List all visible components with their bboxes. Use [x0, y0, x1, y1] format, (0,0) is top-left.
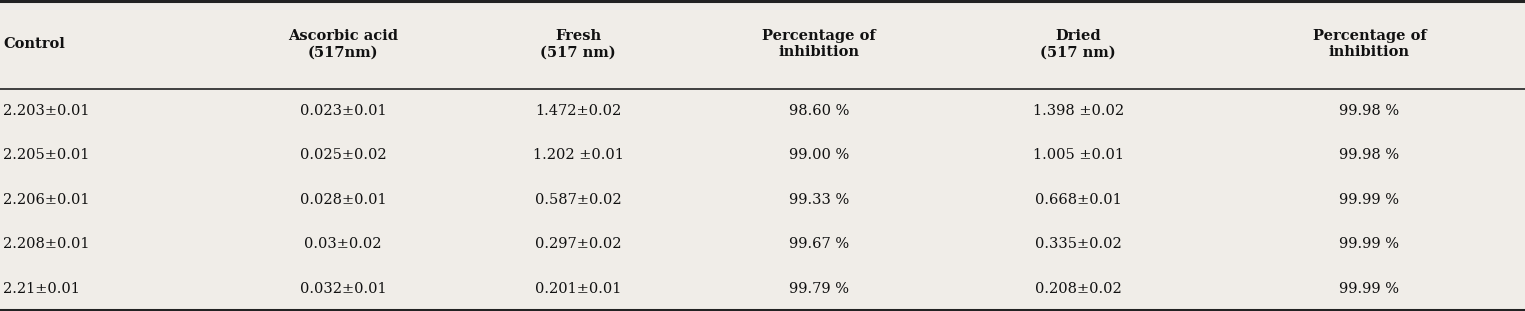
- Text: 2.205±0.01: 2.205±0.01: [3, 148, 90, 162]
- Text: 99.98 %: 99.98 %: [1339, 148, 1400, 162]
- Text: 99.79 %: 99.79 %: [788, 282, 849, 296]
- Text: 0.025±0.02: 0.025±0.02: [300, 148, 386, 162]
- Text: 0.297±0.02: 0.297±0.02: [535, 237, 621, 251]
- Text: 0.208±0.02: 0.208±0.02: [1035, 282, 1121, 296]
- Text: 0.023±0.01: 0.023±0.01: [300, 104, 386, 118]
- Text: Dried
(517 nm): Dried (517 nm): [1040, 29, 1116, 59]
- Text: 2.21±0.01: 2.21±0.01: [3, 282, 79, 296]
- Text: 0.028±0.01: 0.028±0.01: [300, 193, 386, 207]
- Text: 1.005 ±0.01: 1.005 ±0.01: [1032, 148, 1124, 162]
- Text: 0.201±0.01: 0.201±0.01: [535, 282, 621, 296]
- Text: 1.202 ±0.01: 1.202 ±0.01: [532, 148, 624, 162]
- Text: Control: Control: [3, 37, 66, 51]
- Text: 0.668±0.01: 0.668±0.01: [1035, 193, 1121, 207]
- Text: 99.99 %: 99.99 %: [1339, 282, 1400, 296]
- Text: 99.33 %: 99.33 %: [788, 193, 849, 207]
- Text: 1.472±0.02: 1.472±0.02: [535, 104, 621, 118]
- Text: 0.335±0.02: 0.335±0.02: [1035, 237, 1121, 251]
- Text: 0.032±0.01: 0.032±0.01: [300, 282, 386, 296]
- Text: Percentage of
inhibition: Percentage of inhibition: [762, 29, 875, 59]
- Text: 99.67 %: 99.67 %: [788, 237, 849, 251]
- Text: 99.99 %: 99.99 %: [1339, 237, 1400, 251]
- Text: 2.203±0.01: 2.203±0.01: [3, 104, 90, 118]
- Text: Percentage of
inhibition: Percentage of inhibition: [1313, 29, 1426, 59]
- Text: 98.60 %: 98.60 %: [788, 104, 849, 118]
- Text: Ascorbic acid
(517nm): Ascorbic acid (517nm): [288, 29, 398, 59]
- Text: 1.398 ±0.02: 1.398 ±0.02: [1032, 104, 1124, 118]
- Text: 0.03±0.02: 0.03±0.02: [305, 237, 381, 251]
- Text: 2.208±0.01: 2.208±0.01: [3, 237, 90, 251]
- Text: 0.587±0.02: 0.587±0.02: [535, 193, 621, 207]
- Text: 99.99 %: 99.99 %: [1339, 193, 1400, 207]
- Text: Fresh
(517 nm): Fresh (517 nm): [540, 29, 616, 59]
- Text: 99.98 %: 99.98 %: [1339, 104, 1400, 118]
- Text: 99.00 %: 99.00 %: [788, 148, 849, 162]
- Text: 2.206±0.01: 2.206±0.01: [3, 193, 90, 207]
